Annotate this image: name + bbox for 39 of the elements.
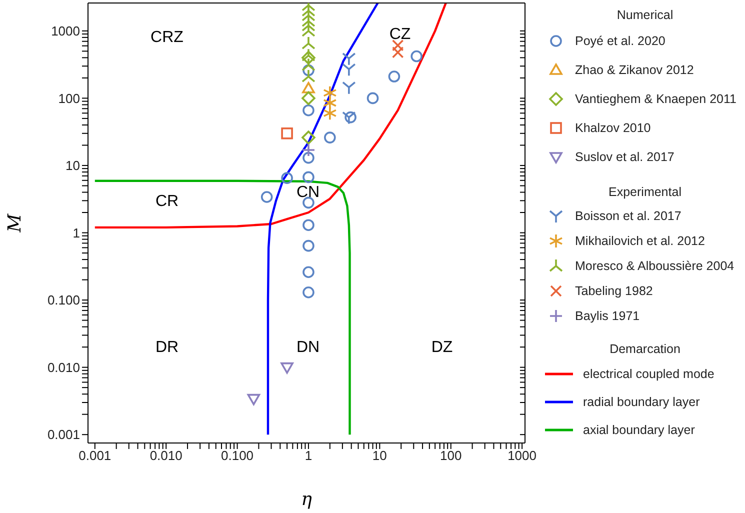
text: Numerical [616, 8, 674, 22]
y-tick-label: 1000 [51, 24, 80, 39]
annotation: CN [296, 184, 320, 202]
y-tick-label: 0.010 [47, 360, 80, 375]
x-tick-label: 0.010 [150, 448, 182, 464]
x-tick-label: 1 [304, 448, 312, 464]
y-tick-label: 100 [58, 90, 80, 106]
text: Experimental [608, 185, 682, 199]
annotation: CZ [389, 26, 411, 44]
annotation: DZ [431, 339, 453, 357]
annotation: CR [155, 193, 179, 211]
annotation: CRZ [150, 29, 184, 47]
legend-label: Baylis 1971 [575, 308, 640, 322]
y-tick-label: 0.100 [47, 292, 80, 308]
annotation: DR [155, 339, 179, 357]
legend-label: Boisson et al. 2017 [575, 208, 682, 222]
x-tick-label: 0.001 [78, 448, 112, 464]
y-tick-label: 1 [72, 225, 80, 240]
legend-label: electrical coupled mode [583, 367, 714, 381]
y-tick-label: 0.001 [47, 427, 80, 442]
x-tick-label: 1000 [508, 448, 537, 464]
legend-label: Vantieghem & Knaepen 2011 [575, 92, 736, 106]
y-axis-title: M [4, 213, 26, 234]
legend-label: radial boundary layer [583, 395, 700, 409]
x-tick-label: 0.100 [221, 448, 254, 464]
legend-label: Tabeling 1982 [575, 284, 653, 298]
legend-label: Moresco & Alboussière 2004 [575, 258, 734, 272]
x-tick-label: 10 [372, 448, 387, 464]
x-axis-title: η [301, 489, 312, 510]
text: Demarcation [608, 342, 682, 356]
x-tick-label: 100 [440, 448, 462, 464]
y-tick-label: 10 [66, 158, 80, 174]
legend-label: Suslov et al. 2017 [575, 150, 674, 164]
legend-label: Mikhailovich et al. 2012 [575, 234, 705, 248]
legend-label: Zhao & Zikanov 2012 [575, 62, 694, 76]
annotation: DN [296, 339, 320, 357]
legend-label: Poyé et al. 2020 [575, 34, 666, 48]
legend-label: axial boundary layer [583, 423, 695, 437]
legend-label: Khalzov 2010 [575, 120, 651, 134]
